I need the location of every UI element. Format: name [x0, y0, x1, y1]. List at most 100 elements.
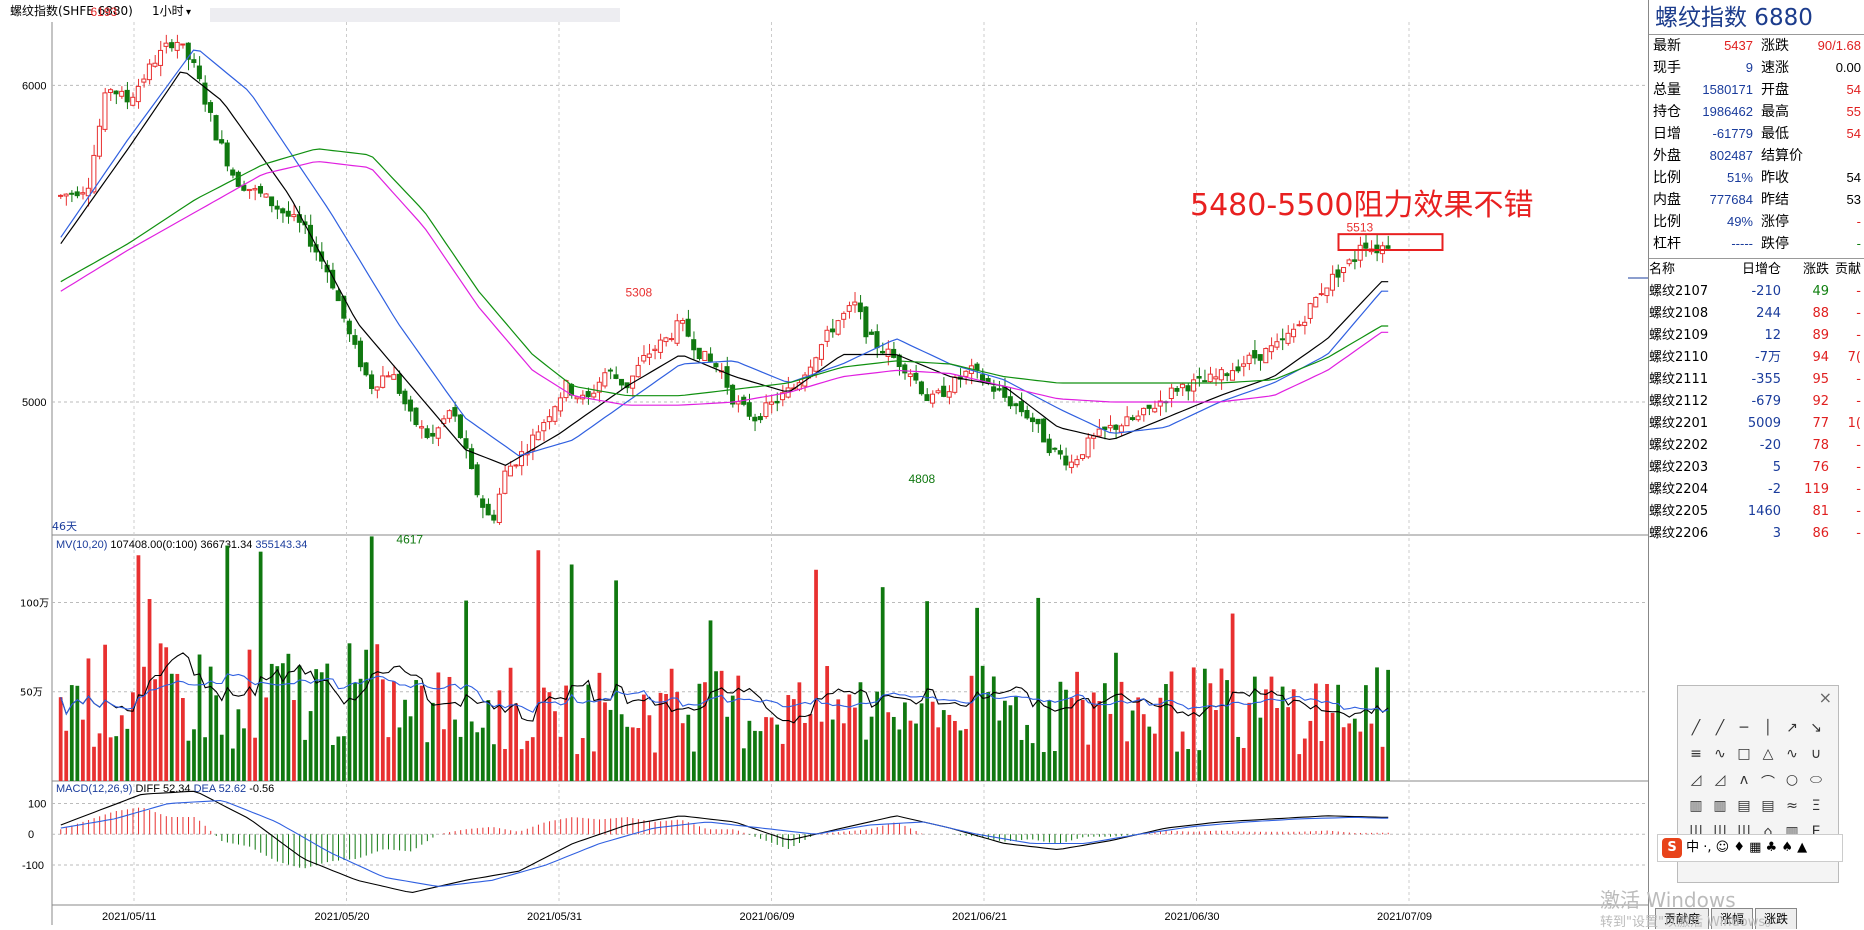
- volume-bar: [1252, 676, 1257, 781]
- drawing-tool-icon[interactable]: ▥: [1689, 798, 1703, 814]
- contract-row[interactable]: 螺纹2204 -2 119 -: [1649, 479, 1864, 501]
- contract-change: 89: [1812, 328, 1829, 343]
- candle: [1068, 454, 1074, 474]
- volume-bar: [903, 702, 907, 781]
- drawing-tool-icon[interactable]: ╱: [1691, 720, 1701, 736]
- close-icon[interactable]: ×: [1818, 688, 1832, 707]
- volume-bar: [197, 654, 202, 781]
- volume-bar: [131, 692, 135, 781]
- volume-bar: [1336, 684, 1341, 781]
- candle: [463, 430, 469, 459]
- sidebar-tab[interactable]: 贡献度: [1655, 908, 1710, 929]
- candle: [1235, 359, 1241, 374]
- contract-row[interactable]: 螺纹2203 5 76 -: [1649, 457, 1864, 479]
- drawing-tool-icon[interactable]: ╱: [1715, 720, 1725, 736]
- column-header[interactable]: 名称: [1649, 262, 1676, 277]
- candle: [352, 328, 358, 349]
- drawing-tool-icon[interactable]: ─: [1739, 720, 1749, 736]
- volume-bar: [586, 684, 591, 781]
- contract-row[interactable]: 螺纹2202 -20 78 -: [1649, 435, 1864, 457]
- volume-bar: [764, 717, 768, 781]
- drawing-tool-icon[interactable]: ⌒: [1761, 775, 1775, 791]
- candle: [141, 74, 147, 88]
- drawing-tool-icon[interactable]: ʌ: [1739, 772, 1749, 788]
- candle: [1307, 302, 1313, 324]
- drawing-tool-icon[interactable]: │: [1763, 720, 1773, 736]
- volume-bar: [1297, 754, 1302, 781]
- candle: [119, 86, 125, 99]
- column-header[interactable]: 涨跌: [1802, 262, 1829, 277]
- drawing-tool-icon[interactable]: ↗: [1786, 720, 1798, 736]
- contract-name: 螺纹2204: [1649, 482, 1709, 497]
- contract-row[interactable]: 螺纹2107 -210 49 -: [1649, 281, 1864, 303]
- contract-row[interactable]: 螺纹2109 12 89 -: [1649, 325, 1864, 347]
- drawing-tool-icon[interactable]: ▥: [1713, 798, 1727, 814]
- ime-toolbar[interactable]: S 中 ·, ☺ ♦ ▦ ♣ ♠ ▲: [1657, 834, 1843, 862]
- candle: [818, 343, 824, 367]
- candle: [1035, 418, 1041, 433]
- volume-bar: [753, 730, 757, 781]
- volume-bar: [486, 700, 491, 781]
- contract-row[interactable]: 螺纹2108 244 88 -: [1649, 303, 1864, 325]
- volume-bar: [775, 724, 780, 781]
- drawing-tool-icon[interactable]: ⬭: [1810, 772, 1822, 788]
- volume-bar: [169, 673, 174, 781]
- drawing-tool-icon[interactable]: □: [1737, 746, 1751, 762]
- drawing-tool-icon[interactable]: ◿: [1690, 772, 1702, 788]
- contract-row[interactable]: 螺纹2112 -679 92 -: [1649, 391, 1864, 413]
- sidebar-tab[interactable]: 涨跌: [1755, 908, 1798, 929]
- volume-bar: [814, 569, 818, 781]
- drawing-tool-icon[interactable]: ▤: [1761, 798, 1775, 814]
- contract-contribution: -: [1856, 460, 1861, 475]
- drawing-tool-icon[interactable]: ≈: [1786, 798, 1798, 814]
- drawing-tool-icon[interactable]: Ξ: [1811, 798, 1821, 814]
- candle: [246, 188, 252, 199]
- contract-row[interactable]: 螺纹2201 5009 77 1(: [1649, 413, 1864, 435]
- contract-row[interactable]: 螺纹2205 1460 81 -: [1649, 501, 1864, 523]
- candle: [474, 462, 480, 498]
- drawing-tool-icon[interactable]: △: [1762, 746, 1774, 762]
- sidebar-tab[interactable]: 涨幅: [1711, 908, 1754, 929]
- candle: [207, 100, 214, 122]
- quote-key: 总量: [1653, 82, 1681, 98]
- contract-row[interactable]: 螺纹2111 -355 95 -: [1649, 369, 1864, 391]
- drawing-tool-icon[interactable]: ∪: [1810, 746, 1822, 762]
- contract-row[interactable]: 螺纹2110 -7万 94 7(: [1649, 347, 1864, 369]
- candle: [635, 356, 641, 378]
- volume-bar: [1269, 676, 1274, 781]
- volume-bar: [936, 727, 941, 781]
- volume-bar: [1136, 697, 1141, 781]
- candle: [1218, 367, 1224, 390]
- period-selector[interactable]: 1小时: [152, 4, 184, 18]
- contract-change: 49: [1812, 284, 1829, 299]
- volume-bar: [469, 721, 474, 781]
- contract-row[interactable]: 螺纹2206 3 86 -: [1649, 523, 1864, 545]
- sogou-logo-icon[interactable]: S: [1662, 838, 1682, 858]
- drawing-tool-icon[interactable]: Ε: [1811, 824, 1821, 840]
- candle: [1152, 400, 1158, 414]
- drawing-tool-icon[interactable]: ▤: [1737, 798, 1751, 814]
- drawing-tool-icon[interactable]: ∿: [1786, 746, 1798, 762]
- drawing-tool-icon[interactable]: ≡: [1690, 746, 1702, 762]
- candle: [1374, 234, 1380, 262]
- chart-area[interactable]: 螺纹指数(SHFE 6880) 1小时 ▾ 6000 5000 6193 5308 46…: [0, 0, 1648, 929]
- drawing-tool-icon[interactable]: ∿: [1714, 746, 1726, 762]
- candle: [546, 409, 552, 430]
- drawing-tool-icon[interactable]: ◿: [1714, 772, 1726, 788]
- volume-bar: [930, 701, 935, 781]
- candle: [1346, 258, 1352, 267]
- drawing-tool-icon[interactable]: ⌂: [1763, 824, 1773, 840]
- drawing-tool-icon[interactable]: ○: [1785, 772, 1799, 788]
- ime-status[interactable]: 中 ·, ☺ ♦ ▦ ♣ ♠ ▲: [1686, 840, 1808, 855]
- volume-bar: [419, 685, 424, 781]
- volume-bar: [980, 665, 985, 781]
- drawing-tool-icon[interactable]: ↘: [1810, 720, 1822, 736]
- candle: [1013, 402, 1019, 415]
- chevron-down-icon[interactable]: ▾: [186, 7, 191, 18]
- volume-bar: [425, 742, 430, 781]
- candle: [724, 356, 730, 395]
- candle: [924, 388, 930, 402]
- column-header[interactable]: 贡献: [1834, 262, 1861, 277]
- column-header[interactable]: 日增仓: [1741, 262, 1781, 277]
- volume-bar: [286, 653, 291, 781]
